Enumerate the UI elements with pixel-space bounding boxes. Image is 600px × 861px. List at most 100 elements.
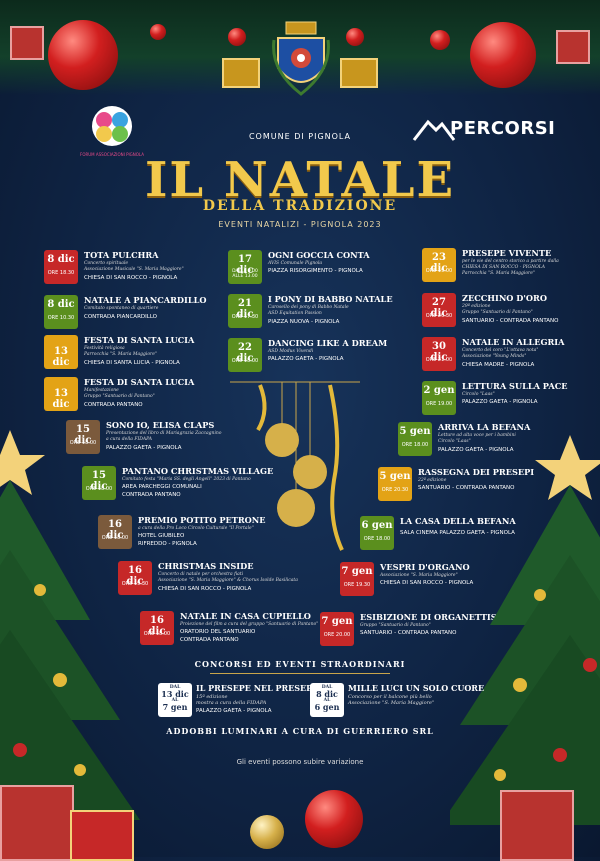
event-place: AREA PARCHEGGI COMUNALI bbox=[122, 484, 202, 490]
disclaimer: Gli eventi possono subire variazione bbox=[236, 758, 364, 766]
date-badge: 5 gen ORE 20.30 bbox=[378, 467, 412, 501]
forum-logo-label: FORUM ASSOCIAZIONI PIGNOLA bbox=[80, 152, 144, 157]
event-title: DANCING LIKE A DREAM bbox=[268, 338, 388, 348]
date-badge: 30 dic ORE 21.00 bbox=[422, 337, 456, 371]
event-desc: 29ª edizione Gruppo "Santuario di Pantano… bbox=[462, 304, 533, 315]
event-place: CONTRADA PIANCARDILLO bbox=[84, 314, 158, 320]
event-place: CHIESA DI SAN ROCCO - PIGNOLA bbox=[158, 586, 252, 592]
event-desc: ASD Modus Vivendi bbox=[268, 349, 314, 354]
event-place: CHIESA DI SANTA LUCIA - PIGNOLA bbox=[84, 360, 180, 366]
event-place: ORATORIO DEL SANTUARIO bbox=[180, 629, 256, 635]
date-badge: 15 dic ORE 18.00 bbox=[82, 466, 116, 500]
gift-box-icon bbox=[500, 790, 574, 861]
event-place: SANTUARIO - CONTRADA PANTANO bbox=[462, 318, 559, 324]
event-place: PALAZZO GAETA - PIGNOLA bbox=[196, 708, 272, 714]
gift-box-icon bbox=[10, 26, 44, 60]
date-badge: 17 dic DALLE 9.00 ALLE 13.00 bbox=[228, 250, 262, 284]
event-place: CHIESA MADRE - PIGNOLA bbox=[462, 362, 535, 368]
event-place: PALAZZO GAETA - PIGNOLA bbox=[438, 447, 514, 453]
event-title: ESIBIZIONE DI ORGANETTISTI bbox=[360, 612, 507, 622]
event-title: IL PRESEPE NEL PRESEPE bbox=[196, 683, 319, 693]
event-title: MILLE LUCI UN SOLO CUORE bbox=[348, 683, 485, 693]
event-place: SALA CINEMA PALAZZO GAETA - PIGNOLA bbox=[400, 530, 515, 536]
event-title: VESPRI D'ORGANO bbox=[380, 562, 470, 572]
date-badge: 2 gen ORE 19.00 bbox=[422, 381, 456, 415]
event-place: PIAZZA NUOVA - PIGNOLA bbox=[268, 319, 340, 325]
date-badge: 13 dic bbox=[44, 335, 78, 369]
event-title: LA CASA DELLA BEFANA bbox=[400, 516, 516, 526]
ornament-ball-left bbox=[48, 20, 118, 90]
ornament-ball-small bbox=[346, 28, 364, 46]
event-title: RASSEGNA DEI PRESEPI bbox=[418, 467, 535, 477]
date-badge: 8 dic ORE 10.30 bbox=[44, 295, 78, 329]
event-place: PALAZZO GAETA - PIGNOLA bbox=[462, 399, 538, 405]
date-badge: 23 dic ORE 19.00 bbox=[422, 248, 456, 282]
event-desc: Proiezione del film a cura del gruppo "S… bbox=[180, 622, 319, 627]
event-title: PRESEPE VIVENTE bbox=[462, 248, 552, 258]
date-range-badge: DAL 8 dic AL 6 gen bbox=[310, 683, 344, 717]
date-badge: 7 gen ORE 20.00 bbox=[320, 612, 354, 646]
sponsor-note: ADDOBBI LUMINARI A CURA DI GUERRIERO SRL bbox=[166, 726, 434, 736]
date-range-badge: DAL 13 dic AL 7 gen bbox=[158, 683, 192, 717]
event-title: FESTA DI SANTA LUCIA bbox=[84, 335, 195, 345]
date-badge: 15 dic ORE 18.00 bbox=[66, 420, 100, 454]
event-desc: Associazione "S. Maria Maggiore" bbox=[380, 573, 458, 578]
event-desc: Manifestazione Gruppo "Santuario di Panta… bbox=[84, 388, 155, 399]
date-badge: 8 dic ORE 18.30 bbox=[44, 250, 78, 284]
event-place: CONTRADA PANTANO bbox=[122, 492, 181, 498]
ornament-ball-bottom bbox=[305, 790, 363, 848]
date-badge: 16 dic ORE 19.30 bbox=[118, 561, 152, 595]
gold-ornaments-decoration bbox=[230, 381, 360, 551]
date-badge: 5 gen ORE 18.00 bbox=[398, 422, 432, 456]
section-title: CONCORSI ED EVENTI STRAORDINARI bbox=[194, 659, 406, 669]
event-desc: Comitato festa "Maria SS. degli Angeli" … bbox=[122, 477, 251, 482]
event-desc: Concerto del coro "L'ottava nota" Associa… bbox=[462, 348, 539, 359]
christmas-tree-right-icon bbox=[450, 435, 600, 825]
ornament-ball-small bbox=[150, 24, 166, 40]
event-place: CONTRADA PANTANO bbox=[84, 402, 143, 408]
gift-box-icon bbox=[70, 810, 134, 861]
event-desc: Festività religiosa Parrocchia "S. Maria … bbox=[84, 346, 157, 357]
event-desc: Concerto spirituale Associazione Musicale… bbox=[84, 261, 184, 272]
event-desc: Circolo "Laas" bbox=[462, 392, 495, 397]
event-place: PIAZZA RISORGIMENTO - PIGNOLA bbox=[268, 268, 363, 274]
event-desc: AVIS Comunale Pignola bbox=[268, 261, 323, 266]
date-badge: 16 dic ORE 18.00 bbox=[98, 515, 132, 549]
page-title: IL NATALE bbox=[144, 152, 456, 208]
event-place: PALAZZO GAETA - PIGNOLA bbox=[106, 445, 182, 451]
event-title: SONO IO, ELISA CLAPS bbox=[106, 420, 215, 430]
forum-associazioni-logo: FORUM ASSOCIAZIONI PIGNOLA bbox=[80, 100, 144, 160]
ornament-ball-bottom-gold bbox=[250, 815, 284, 849]
event-place: HOTEL GIUBILEO bbox=[138, 533, 185, 539]
gift-box-icon bbox=[222, 58, 260, 88]
event-place: CONTRADA PANTANO bbox=[180, 637, 239, 643]
event-desc: 15ª edizione mostra a cura della FIDAPA bbox=[196, 694, 267, 706]
event-title: ARRIVA LA BEFANA bbox=[438, 422, 531, 432]
date-badge: 13 dic bbox=[44, 377, 78, 411]
christmas-tree-left-icon bbox=[0, 430, 140, 820]
event-title: I PONY DI BABBO NATALE bbox=[268, 294, 393, 304]
event-desc: a cura della Pro Loco Circolo Culturale … bbox=[138, 526, 254, 531]
comune-label: COMUNE DI PIGNOLA bbox=[248, 132, 352, 141]
event-title: PREMIO POTITO PETRONE bbox=[138, 515, 266, 525]
event-desc: Letture ad alta voce per i bambini Circol… bbox=[438, 433, 516, 444]
gift-box-icon bbox=[340, 58, 378, 88]
events-year-label: EVENTI NATALIZI - PIGNOLA 2023 bbox=[218, 220, 382, 229]
pignola-crest-icon bbox=[272, 21, 330, 96]
date-badge: 22 dic ORE 18.00 bbox=[228, 338, 262, 372]
event-place: RIFREDDO - PIGNOLA bbox=[138, 541, 197, 547]
event-place: PALAZZO GAETA - PIGNOLA bbox=[268, 356, 344, 362]
event-desc: Carosello dei pony di Babbo Natale ASD Eq… bbox=[268, 305, 349, 316]
page-subtitle: DELLA TRADIZIONE bbox=[202, 198, 398, 214]
divider bbox=[210, 673, 390, 674]
percorsi-label: PERCORSI bbox=[450, 118, 556, 139]
date-badge: 7 gen ORE 19.30 bbox=[340, 562, 374, 596]
gift-box-icon bbox=[0, 785, 74, 861]
event-title: TOTA PULCHRA bbox=[84, 250, 159, 260]
gift-box-icon bbox=[556, 30, 590, 64]
event-desc: per le vie del centro storico a partire … bbox=[462, 259, 559, 276]
date-badge: 16 dic ORE 18.00 bbox=[140, 611, 174, 645]
date-badge: 21 dic ORE 17.30 bbox=[228, 294, 262, 328]
date-badge: 6 gen ORE 18.00 bbox=[360, 516, 394, 550]
event-desc: Gruppo "Santuario di Pantano" bbox=[360, 623, 431, 628]
